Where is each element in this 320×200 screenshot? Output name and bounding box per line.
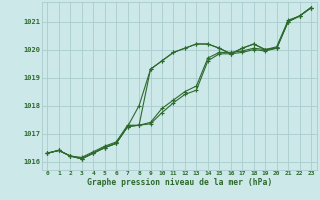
X-axis label: Graphe pression niveau de la mer (hPa): Graphe pression niveau de la mer (hPa)	[87, 178, 272, 187]
